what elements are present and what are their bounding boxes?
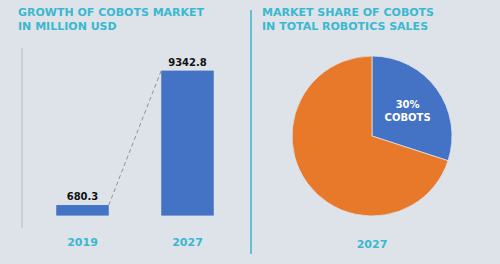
data-label: 9342.8 [168,57,207,68]
title: GROWTH OF COBOTS MARKETIN MILLION USD [18,6,205,33]
chart: GROWTH OF COBOTS MARKETIN MILLION USD 680… [0,0,500,264]
y-axis [22,48,23,228]
background [0,0,500,264]
bar [56,205,109,216]
divider [250,10,252,254]
x-label: 2027 [357,238,388,251]
bar-chart: GROWTH OF COBOTS MARKETIN MILLION USD 680… [18,6,214,249]
pie-slice [292,56,448,216]
category-label: 2019 [67,236,98,249]
title: MARKET SHARE OF COBOTSIN TOTAL ROBOTICS … [262,6,434,33]
category-label: 2027 [172,236,203,249]
data-label: 30%COBOTS [385,99,431,123]
data-label: 680.3 [67,191,99,202]
bar [161,71,214,216]
bar-marks [56,71,214,216]
connector [109,71,162,205]
pie-chart: MARKET SHARE OF COBOTSIN TOTAL ROBOTICS … [262,6,452,251]
